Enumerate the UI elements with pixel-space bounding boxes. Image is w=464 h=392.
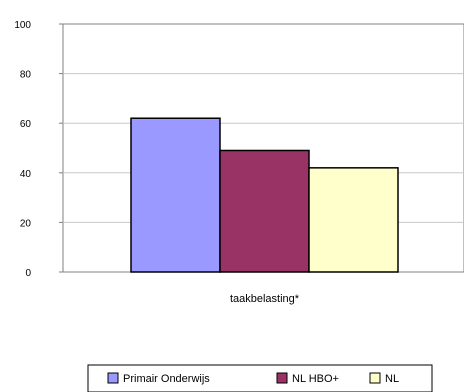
bar-nl [308, 167, 399, 273]
y-tick-label: 40 [20, 169, 32, 180]
legend-label: NL HBO+ [292, 373, 339, 385]
bar-primair-onderwijs [130, 117, 221, 273]
legend-swatch [369, 372, 381, 384]
legend: Primair Onderwijs NL HBO+ NL [107, 372, 399, 385]
legend-label: NL [385, 373, 399, 385]
y-tick-label: 0 [25, 268, 31, 279]
y-tick-label: 60 [20, 119, 32, 130]
bars [130, 117, 399, 273]
y-tick-label: 100 [14, 20, 31, 31]
legend-swatch [276, 372, 288, 384]
x-axis-category-labels: taakbelasting* [230, 293, 300, 305]
bar-nl-hbo- [219, 149, 310, 273]
y-axis-tick-labels: 0 20 40 60 80 100 [14, 20, 31, 279]
legend-label: Primair Onderwijs [123, 373, 210, 385]
legend-swatch [107, 372, 119, 384]
y-tick-label: 20 [20, 218, 32, 229]
category-label: taakbelasting* [230, 293, 300, 305]
y-tick-label: 80 [20, 70, 32, 81]
